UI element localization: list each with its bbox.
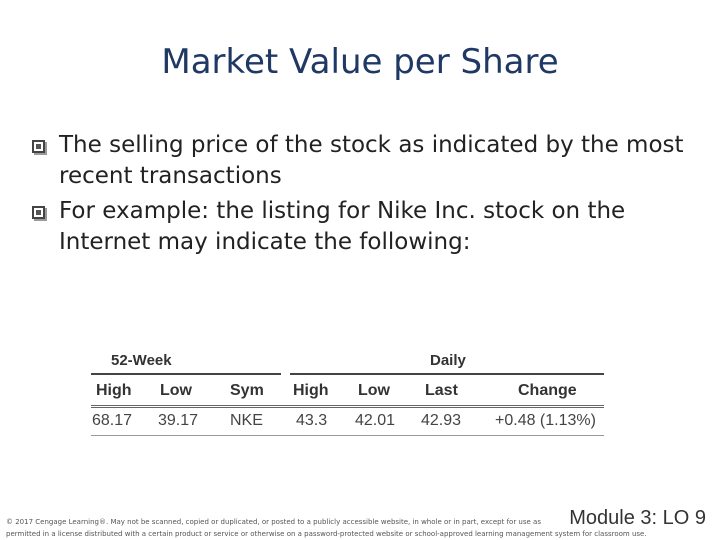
- divider: [91, 435, 604, 436]
- divider: [290, 373, 604, 375]
- table-cell: +0.48 (1.13%): [495, 412, 596, 429]
- table-cell: 43.3: [296, 412, 328, 429]
- table-cell: 42.01: [355, 412, 396, 429]
- column-header: Last: [425, 382, 458, 399]
- table-cell: 39.17: [158, 412, 199, 429]
- column-header-row: High Low Sym High Low Last Change: [88, 374, 608, 404]
- stock-listing-table: 52-Week Daily High Low Sym High Low Last…: [88, 350, 608, 436]
- divider: [91, 373, 281, 375]
- column-header: Low: [160, 382, 192, 399]
- copyright-line: © 2017 Cengage Learning®. May not be sca…: [6, 518, 541, 526]
- group-header-daily: Daily: [430, 352, 466, 369]
- column-header: Sym: [230, 382, 264, 399]
- bullet-item: For example: the listing for Nike Inc. s…: [30, 196, 700, 258]
- divider: [91, 407, 604, 408]
- table-cell: 68.17: [92, 412, 133, 429]
- bullet-text: For example: the listing for Nike Inc. s…: [59, 198, 626, 255]
- group-header-row: 52-Week Daily: [88, 350, 608, 375]
- checkbox-bullet-icon: [32, 206, 45, 219]
- table-cell: NKE: [230, 412, 263, 429]
- column-header: High: [96, 382, 132, 399]
- group-header-52-week: 52-Week: [111, 352, 172, 369]
- bullet-text: The selling price of the stock as indica…: [59, 132, 684, 189]
- column-header: High: [293, 382, 329, 399]
- slide-title: Market Value per Share: [161, 42, 559, 82]
- bullet-item: The selling price of the stock as indica…: [30, 130, 700, 192]
- module-label: Module 3: LO 9: [569, 507, 706, 529]
- divider: [91, 405, 604, 406]
- bullet-list: The selling price of the stock as indica…: [30, 130, 700, 262]
- column-header: Change: [518, 382, 577, 399]
- copyright-line: permitted in a license distributed with …: [6, 530, 647, 538]
- table-row: 68.17 39.17 NKE 43.3 42.01 42.93 +0.48 (…: [88, 404, 608, 434]
- checkbox-bullet-icon: [32, 140, 45, 153]
- table-cell: 42.93: [421, 412, 462, 429]
- column-header: Low: [358, 382, 390, 399]
